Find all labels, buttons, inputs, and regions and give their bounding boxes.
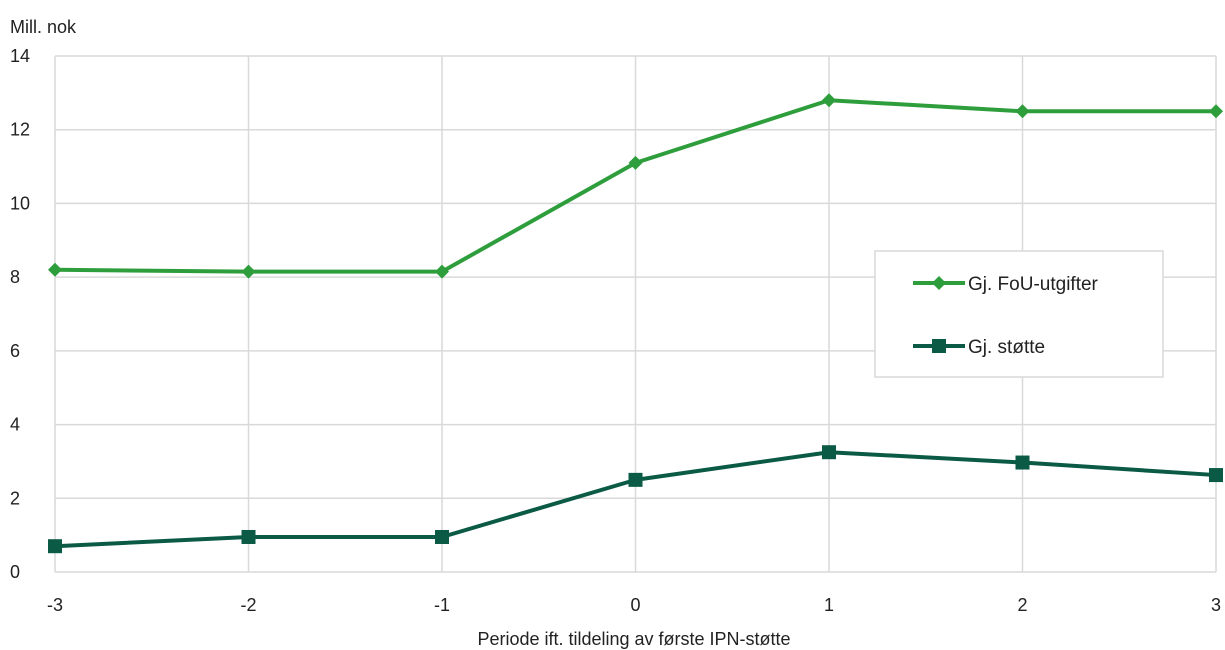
data-point-diamond xyxy=(628,155,643,170)
y-tick-label: 0 xyxy=(10,562,20,582)
x-tick-label: 0 xyxy=(630,595,640,615)
series-fou-utgifter xyxy=(48,93,1223,279)
data-point-diamond xyxy=(48,262,62,277)
y-axis-ticks: 0 2 4 6 8 10 12 14 xyxy=(10,46,30,582)
y-tick-label: 10 xyxy=(10,193,30,213)
legend-diamond-marker xyxy=(932,276,946,290)
x-tick-label: 3 xyxy=(1211,595,1221,615)
y-tick-label: 12 xyxy=(10,120,30,140)
data-point-diamond xyxy=(1209,104,1223,119)
x-tick-label: -1 xyxy=(434,595,450,615)
y-tick-label: 8 xyxy=(10,267,20,287)
data-point-square xyxy=(822,445,836,460)
legend-label: Gj. FoU-utgifter xyxy=(968,274,1099,295)
y-axis-label: Mill. nok xyxy=(10,17,77,37)
y-tick-label: 2 xyxy=(10,488,20,508)
legend-item: Gj. støtte xyxy=(913,337,1045,358)
x-tick-label: -2 xyxy=(240,595,256,615)
legend-label: Gj. støtte xyxy=(968,337,1045,358)
data-point-diamond xyxy=(241,264,256,279)
y-tick-label: 4 xyxy=(10,415,20,435)
legend: Gj. FoU-utgifter Gj. støtte xyxy=(874,250,1164,378)
y-tick-label: 14 xyxy=(10,46,30,66)
legend-item: Gj. FoU-utgifter xyxy=(913,274,1099,295)
series-stotte xyxy=(48,445,1223,554)
data-point-square xyxy=(1209,468,1223,483)
data-point-square xyxy=(628,472,643,487)
data-point-square xyxy=(48,539,62,554)
x-tick-label: 1 xyxy=(824,595,834,615)
legend-box xyxy=(874,250,1164,378)
data-point-diamond xyxy=(435,264,449,279)
y-tick-label: 6 xyxy=(10,341,20,361)
data-point-square xyxy=(241,529,256,544)
data-point-diamond xyxy=(1015,104,1030,119)
data-point-square xyxy=(435,529,449,544)
x-tick-label: -3 xyxy=(47,595,63,615)
x-axis-ticks: -3 -2 -1 0 1 2 3 xyxy=(47,595,1221,615)
x-tick-label: 2 xyxy=(1017,595,1027,615)
series-layer xyxy=(48,93,1223,554)
legend-square-marker xyxy=(932,339,946,353)
data-point-square xyxy=(1015,455,1030,470)
x-axis-label: Periode ift. tildeling av første IPN-stø… xyxy=(477,629,790,649)
data-point-diamond xyxy=(822,93,836,108)
